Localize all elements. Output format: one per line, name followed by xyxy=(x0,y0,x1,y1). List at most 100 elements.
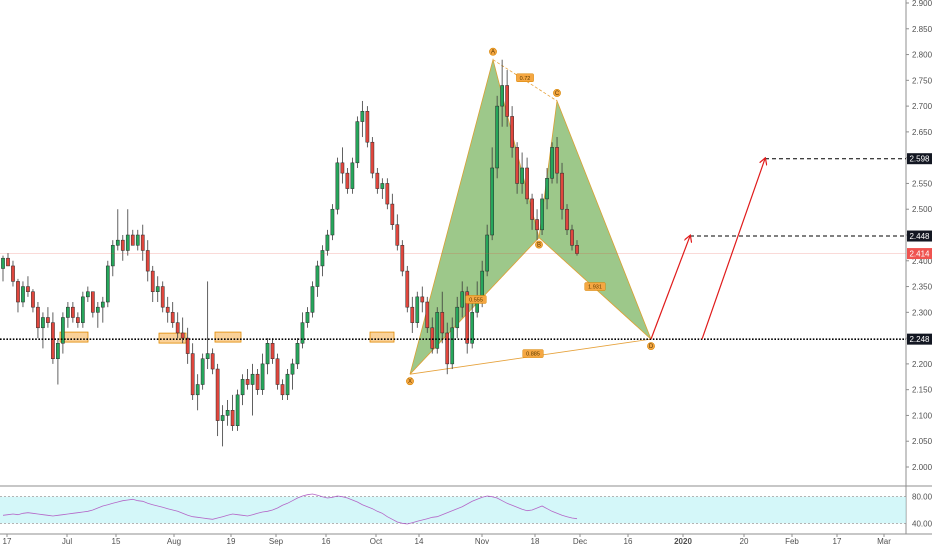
time-tick-label: 17 xyxy=(3,537,12,546)
time-tick-label: 19 xyxy=(227,537,236,546)
support-zone xyxy=(369,331,395,343)
candle-body xyxy=(405,270,410,308)
candle-body xyxy=(400,245,405,272)
candle-body xyxy=(425,301,430,329)
candle-body xyxy=(435,312,440,349)
projection-arrows xyxy=(650,159,765,340)
time-tick-label: 16 xyxy=(322,537,331,546)
candle-body xyxy=(410,306,415,323)
pattern-point-label: A xyxy=(491,50,495,56)
projection-arrow xyxy=(701,159,765,340)
ratio-badge-text: 0.72 xyxy=(520,76,531,82)
candle-body xyxy=(240,379,245,396)
pattern-point-label: B xyxy=(537,243,541,249)
candle-body xyxy=(170,312,175,323)
candle-body xyxy=(285,373,290,396)
candle-body xyxy=(215,368,220,421)
candle-body xyxy=(555,147,559,174)
candle-body xyxy=(86,291,90,298)
candle-body xyxy=(520,167,524,184)
candle-body xyxy=(205,353,210,359)
candle-body xyxy=(120,239,125,251)
candle-body xyxy=(115,239,120,246)
ratio-badge xyxy=(516,73,534,83)
candle-body xyxy=(365,111,370,143)
price-tick-label: 2.200 xyxy=(912,360,932,369)
price-label-text: 2.448 xyxy=(909,232,930,241)
candle-body xyxy=(275,358,280,385)
candles xyxy=(1,59,579,447)
candle-body xyxy=(480,270,485,298)
candle-body xyxy=(355,121,360,164)
time-tick-label: 16 xyxy=(624,537,633,546)
pattern-labels: X A B C D 0.72 0.555 1.931 0.885 xyxy=(406,47,655,385)
price-tick-label: 2.400 xyxy=(912,257,932,266)
time-tick-label: Jul xyxy=(62,537,72,546)
candle-body xyxy=(290,363,295,375)
price-tick-label: 2.000 xyxy=(912,463,932,472)
candle-body xyxy=(350,162,355,189)
candle-body xyxy=(390,203,395,225)
time-tick-label: Oct xyxy=(370,537,383,546)
candle-body xyxy=(160,286,165,308)
candle-body xyxy=(550,147,554,179)
price-tick-label: 2.650 xyxy=(912,128,932,137)
candle-body xyxy=(71,306,75,318)
pattern-point-label: X xyxy=(408,379,412,385)
ratio-line-ac xyxy=(492,59,558,102)
candle-body xyxy=(505,85,509,117)
candle-body xyxy=(395,224,400,246)
candle-body xyxy=(235,394,240,427)
candle-body xyxy=(255,373,260,390)
candle-body xyxy=(66,306,70,318)
candle-body xyxy=(195,384,200,396)
candle-body xyxy=(565,208,569,231)
candle-body xyxy=(41,317,45,329)
price-label-text: 2.248 xyxy=(909,335,930,344)
candle-body xyxy=(165,306,170,313)
price-label-text: 2.598 xyxy=(909,155,930,164)
horizontal-levels xyxy=(0,158,906,340)
price-tick-label: 2.350 xyxy=(912,283,932,292)
candle-body xyxy=(335,162,340,210)
price-label-box xyxy=(907,153,932,165)
candle-body xyxy=(175,322,180,334)
candle-body xyxy=(210,353,215,370)
candle-body xyxy=(560,172,564,210)
pattern-point-label: D xyxy=(649,344,654,350)
candle-body xyxy=(300,322,305,344)
candle-body xyxy=(370,141,375,174)
candle-body xyxy=(11,265,15,282)
candle-body xyxy=(500,85,504,107)
candle-body xyxy=(265,343,270,365)
candle-body xyxy=(260,363,265,390)
candle-body xyxy=(200,358,205,385)
time-tick-label: Dec xyxy=(573,537,587,546)
time-tick-label: Nov xyxy=(475,537,489,546)
candle-body xyxy=(490,167,494,236)
price-tick-label: 2.150 xyxy=(912,386,932,395)
candle-body xyxy=(360,111,365,122)
candle-body xyxy=(61,317,65,344)
rsi-tick-label: 80.00 xyxy=(912,493,932,502)
rsi-tick-label: 40.00 xyxy=(912,519,932,528)
time-tick-label: 17 xyxy=(833,537,842,546)
candle-body xyxy=(295,343,300,365)
candle-body xyxy=(16,281,20,303)
candle-body xyxy=(420,296,425,303)
candle-body xyxy=(26,286,30,292)
candle-body xyxy=(95,306,100,313)
price-label-box xyxy=(907,333,932,345)
candle-body xyxy=(135,234,140,246)
candle-body xyxy=(130,234,135,246)
candle-body xyxy=(225,410,230,416)
price-tick-label: 2.050 xyxy=(912,437,932,446)
time-tick-label: 20 xyxy=(740,537,749,546)
candle-body xyxy=(515,147,519,184)
price-tick-label: 2.700 xyxy=(912,102,932,111)
time-tick-label: Sep xyxy=(269,537,284,546)
candle-body xyxy=(305,312,310,323)
candle-body xyxy=(575,245,579,254)
candle-body xyxy=(310,286,315,313)
